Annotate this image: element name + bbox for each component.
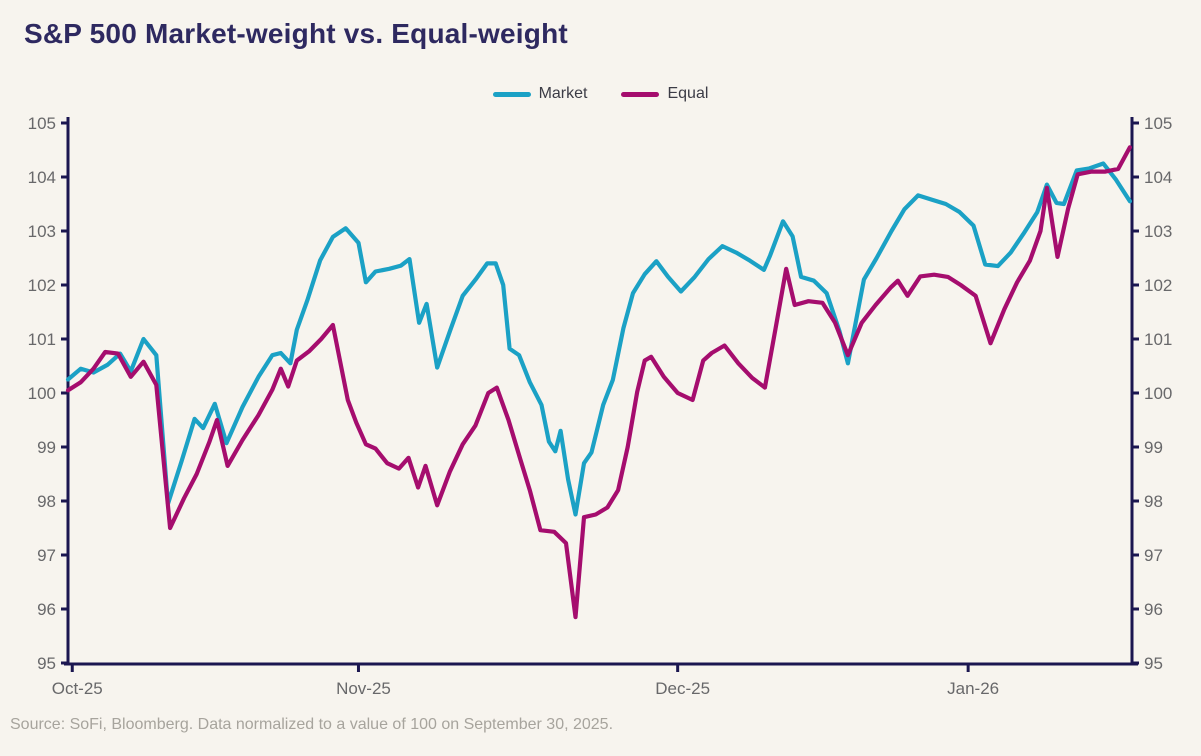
y-tick-label-left: 105 xyxy=(28,114,56,133)
y-tick-label-left: 98 xyxy=(37,492,56,511)
y-tick-label-left: 100 xyxy=(28,384,56,403)
y-tick-label-left: 95 xyxy=(37,654,56,673)
y-tick-label-right: 103 xyxy=(1144,222,1172,241)
y-tick-label-left: 101 xyxy=(28,330,56,349)
y-tick-label-right: 95 xyxy=(1144,654,1163,673)
x-tick-label: Nov-25 xyxy=(336,679,391,698)
series-line-equal xyxy=(65,145,1132,620)
y-tick-label-left: 99 xyxy=(37,438,56,457)
y-tick-label-right: 101 xyxy=(1144,330,1172,349)
y-tick-label-right: 100 xyxy=(1144,384,1172,403)
y-tick-label-right: 99 xyxy=(1144,438,1163,457)
y-tick-label-right: 105 xyxy=(1144,114,1172,133)
series-line-market xyxy=(65,161,1132,517)
x-tick-label: Oct-25 xyxy=(52,679,103,698)
x-tick-label: Jan-26 xyxy=(947,679,999,698)
y-tick-label-left: 96 xyxy=(37,600,56,619)
source-note: Source: SoFi, Bloomberg. Data normalized… xyxy=(10,716,614,733)
y-tick-label-left: 97 xyxy=(37,546,56,565)
y-tick-label-right: 97 xyxy=(1144,546,1163,565)
y-tick-label-left: 102 xyxy=(28,276,56,295)
y-tick-label-left: 103 xyxy=(28,222,56,241)
y-tick-label-right: 102 xyxy=(1144,276,1172,295)
y-tick-label-right: 96 xyxy=(1144,600,1163,619)
page-title: S&P 500 Market-weight vs. Equal-weight xyxy=(24,18,568,49)
y-tick-label-right: 98 xyxy=(1144,492,1163,511)
x-tick-label: Dec-25 xyxy=(655,679,710,698)
y-tick-label-left: 104 xyxy=(28,168,56,187)
y-tick-label-right: 104 xyxy=(1144,168,1172,187)
